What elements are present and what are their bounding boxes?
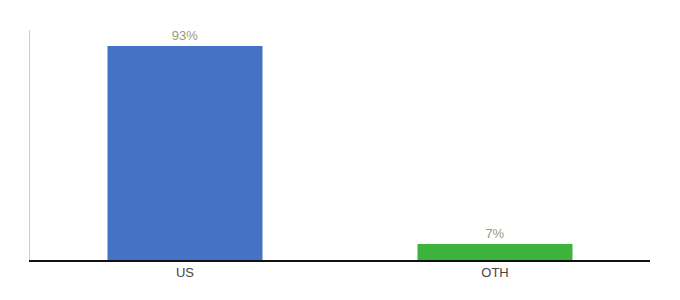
svg-text:OTH: OTH [481,265,508,280]
svg-text:7%: 7% [485,226,504,241]
svg-text:US: US [176,265,194,280]
svg-text:93%: 93% [172,28,198,43]
